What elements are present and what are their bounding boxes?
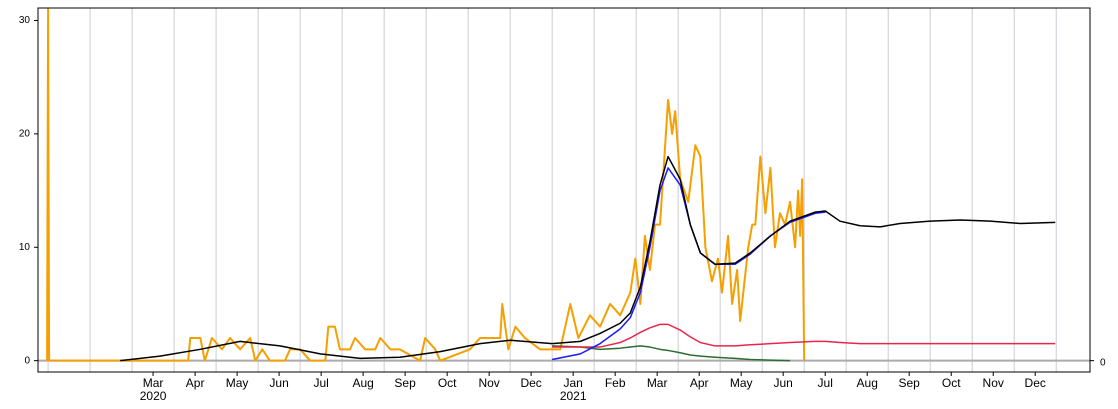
y-tick-label: 30 <box>19 15 31 26</box>
x-tick-label-line: Jan <box>563 376 582 390</box>
x-tick-label-line: May <box>226 376 249 390</box>
x-tick-label: May <box>730 376 753 390</box>
x-tick-label-line: Oct <box>438 376 457 390</box>
series-line <box>120 155 1056 362</box>
x-tick-label-line: Sep <box>899 376 921 390</box>
x-tick-label-line: Mar <box>143 376 164 390</box>
x-tick-label-line: Nov <box>478 376 499 390</box>
x-tick-label-line: Mar <box>647 376 668 390</box>
x-tick-label-line: Apr <box>186 376 205 390</box>
x-tick-label-line: Nov <box>983 376 1004 390</box>
x-tick-label: Feb <box>605 376 626 390</box>
x-tick-label: Mar <box>647 376 668 390</box>
x-tick-label: Jul <box>313 376 328 390</box>
x-tick-label-line: 2020 <box>140 389 167 403</box>
y-tick-label: 0 <box>24 355 30 366</box>
x-tick-label: Nov <box>983 376 1004 390</box>
y2-tick-label: 0 <box>1100 357 1106 368</box>
x-tick-label: Sep <box>394 376 416 390</box>
x-tick-label-line: Aug <box>352 376 373 390</box>
x-tick-label: Aug <box>352 376 373 390</box>
x-tick-label: Jul <box>818 376 833 390</box>
x-tick-label-line: Jul <box>313 376 328 390</box>
x-tick-label-line: Sep <box>394 376 416 390</box>
x-tick-label: May <box>226 376 249 390</box>
series-line <box>552 345 791 362</box>
x-tick-label: Jan 2021 <box>560 376 587 403</box>
x-tick-label-line: Dec <box>1025 376 1046 390</box>
x-tick-label: Oct <box>438 376 457 390</box>
x-tick-label-line: Jun <box>269 376 288 390</box>
plot-frame <box>37 7 1091 373</box>
series-line <box>46 8 806 362</box>
y-tick-label: 20 <box>19 129 31 140</box>
x-tick-label: Nov <box>478 376 499 390</box>
x-tick-label: Mar 2020 <box>140 376 167 403</box>
x-tick-label: Apr <box>690 376 709 390</box>
x-tick-label: Sep <box>899 376 921 390</box>
x-tick-label-line: 2021 <box>560 389 587 403</box>
x-tick-label: Jun <box>773 376 792 390</box>
x-tick-label-line: Apr <box>690 376 709 390</box>
x-tick-label-line: Dec <box>520 376 541 390</box>
x-tick-label-line: Feb <box>605 376 626 390</box>
x-tick-label: Oct <box>942 376 961 390</box>
x-tick-label: Aug <box>857 376 878 390</box>
x-tick-label: Dec <box>520 376 541 390</box>
x-tick-label-line: May <box>730 376 753 390</box>
y-tick-label: 10 <box>19 242 31 253</box>
x-tick-label: Jun <box>269 376 288 390</box>
x-tick-label-line: Aug <box>857 376 878 390</box>
x-tick-label-line: Jul <box>818 376 833 390</box>
x-tick-label-line: Oct <box>942 376 961 390</box>
x-tick-label-line: Jun <box>773 376 792 390</box>
series-line <box>552 323 1056 348</box>
x-tick-label: Apr <box>186 376 205 390</box>
x-tick-label: Dec <box>1025 376 1046 390</box>
